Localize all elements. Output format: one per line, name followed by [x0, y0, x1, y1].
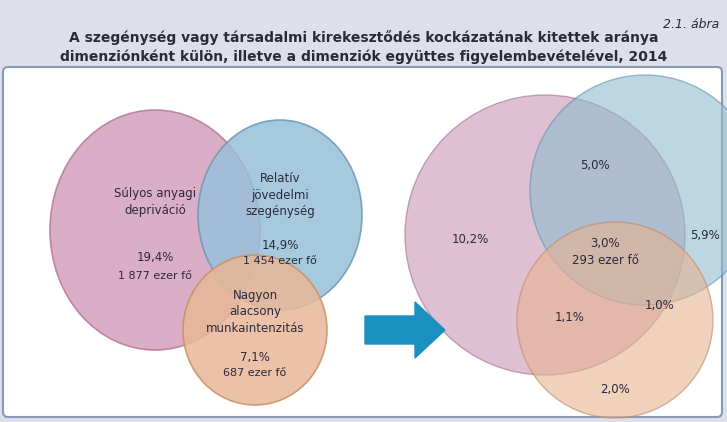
- Text: Súlyos anyagi
depriváció: Súlyos anyagi depriváció: [114, 187, 196, 217]
- Circle shape: [405, 95, 685, 375]
- Text: 5,0%: 5,0%: [580, 159, 610, 171]
- Ellipse shape: [50, 110, 260, 350]
- Text: dimenziónként külön, illetve a dimenziók együttes figyelembevételével, 2014: dimenziónként külön, illetve a dimenziók…: [60, 50, 667, 65]
- Text: Relatív
jövedelmi
szegénység: Relatív jövedelmi szegénység: [245, 171, 315, 219]
- Text: 5,9%: 5,9%: [690, 228, 720, 241]
- Text: 1,1%: 1,1%: [555, 311, 585, 325]
- Text: 1,0%: 1,0%: [645, 298, 675, 311]
- Ellipse shape: [198, 120, 362, 310]
- Text: 2.1. ábra: 2.1. ábra: [663, 18, 719, 31]
- Text: 10,2%: 10,2%: [451, 233, 489, 246]
- Circle shape: [517, 222, 713, 418]
- Text: 14,9%: 14,9%: [261, 238, 299, 252]
- Text: Nagyon
alacsony
munkaintenzitás: Nagyon alacsony munkaintenzitás: [206, 289, 305, 335]
- Text: 1 877 ezer fő: 1 877 ezer fő: [118, 271, 192, 281]
- Text: A szegénység vagy társadalmi kirekesztődés kockázatának kitettek aránya: A szegénység vagy társadalmi kirekesztőd…: [69, 30, 658, 45]
- Text: 7,1%: 7,1%: [240, 352, 270, 365]
- Circle shape: [530, 75, 727, 305]
- Text: 2,0%: 2,0%: [600, 384, 630, 397]
- Text: 687 ezer fő: 687 ezer fő: [223, 368, 286, 378]
- Polygon shape: [365, 302, 445, 358]
- Text: 1 454 ezer fő: 1 454 ezer fő: [243, 256, 317, 266]
- Text: 3,0%
293 ezer fő: 3,0% 293 ezer fő: [571, 237, 638, 267]
- Ellipse shape: [183, 255, 327, 405]
- Text: 19,4%: 19,4%: [137, 252, 174, 265]
- FancyBboxPatch shape: [3, 67, 722, 417]
